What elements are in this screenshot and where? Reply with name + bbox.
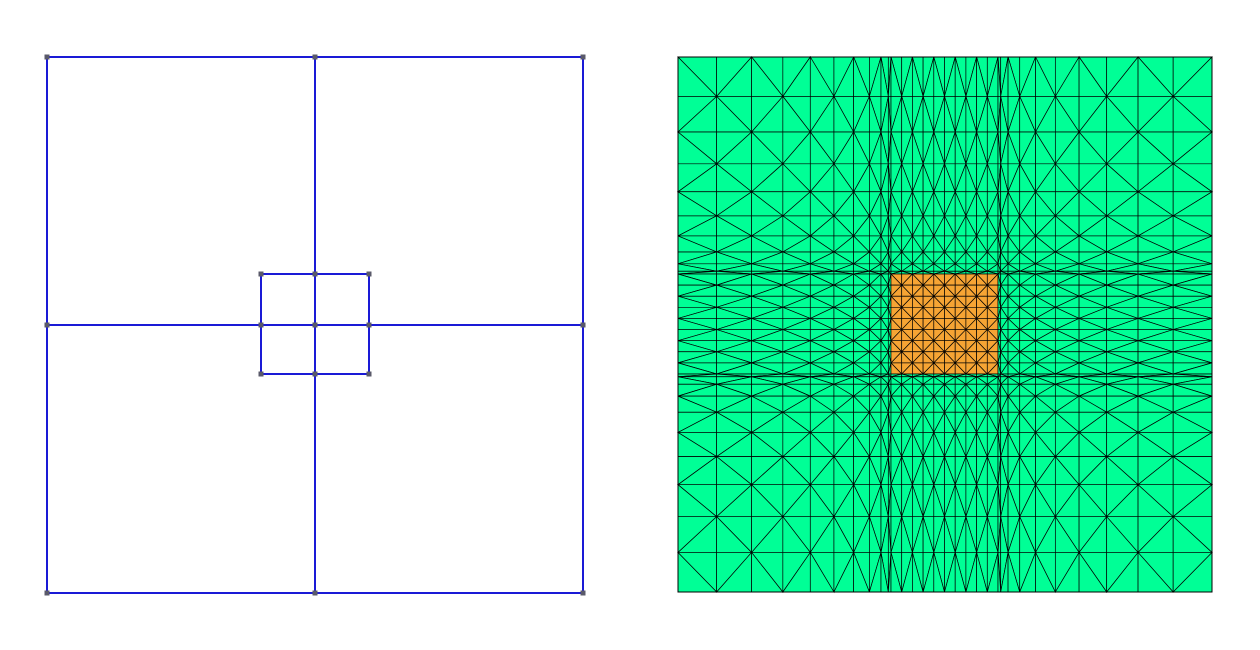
mesh-view <box>676 55 1214 594</box>
vertex <box>580 322 586 328</box>
vertex <box>44 54 50 60</box>
vertex <box>312 322 318 328</box>
vertex <box>258 322 264 328</box>
vertices <box>44 54 586 596</box>
vertex <box>44 322 50 328</box>
vertex <box>580 590 586 596</box>
vertex <box>312 271 318 277</box>
vertex <box>312 371 318 377</box>
mesh-border <box>677 56 1213 593</box>
vertex <box>258 371 264 377</box>
vertex <box>580 54 586 60</box>
geometry-view <box>44 54 586 596</box>
vertex <box>312 54 318 60</box>
vertex <box>366 322 372 328</box>
vertex <box>366 271 372 277</box>
vertex <box>312 590 318 596</box>
vertex <box>366 371 372 377</box>
vertex <box>258 271 264 277</box>
vertex <box>44 590 50 596</box>
